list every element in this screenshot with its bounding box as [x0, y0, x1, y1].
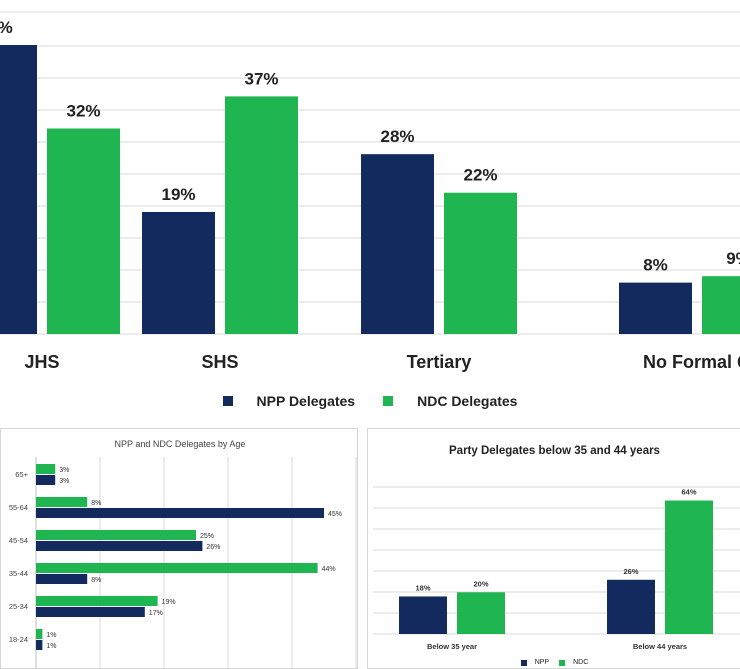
bar-ndc — [47, 128, 120, 334]
bar-npp — [36, 508, 324, 518]
legend-label-ndc: NDC Delegates — [417, 393, 518, 409]
bar-ndc — [36, 563, 318, 573]
youth-legend: NPP NDC — [368, 659, 740, 666]
category-label: SHS — [201, 352, 238, 372]
category-label: Below 44 years — [633, 642, 687, 651]
age-chart-panel: NPP and NDC Delegates by Age 65+ 3% 3% 55-6… — [0, 428, 358, 669]
category-label: No Formal Q — [643, 352, 740, 372]
category-label: 18-24 — [9, 635, 28, 644]
data-label: 9% — [726, 249, 740, 268]
bar-npp — [619, 282, 692, 334]
data-label: 1% — [46, 632, 56, 639]
data-label: 3% — [59, 478, 69, 485]
data-label: 37% — [244, 69, 278, 88]
data-label: 44% — [322, 566, 336, 573]
category-label: 45-54 — [9, 536, 28, 545]
age-chart-svg: 65+ 3% 3% 55-64 8% 45% 45-54 25% 26% 35-44 44% 8% 25… — [9, 457, 357, 668]
bar-npp — [36, 640, 43, 650]
bar-npp — [36, 541, 203, 551]
data-label: 8% — [643, 256, 668, 275]
data-label: 45% — [328, 511, 342, 518]
bar-npp — [36, 574, 88, 584]
legend-swatch-ndc — [559, 659, 566, 666]
legend-label-npp: NPP Delegates — [256, 393, 356, 409]
data-label: 8% — [91, 577, 101, 584]
legend-swatch-npp — [222, 396, 233, 406]
data-label: 28% — [380, 127, 414, 146]
bar-npp — [36, 475, 56, 485]
youth-chart-svg: 18% 20% Below 35 year 26% 64% Below 44 years — [373, 486, 740, 651]
legend-swatch-npp — [520, 659, 527, 666]
data-label: 8% — [91, 500, 101, 507]
data-label: 19% — [162, 599, 176, 606]
bar-ndc — [457, 592, 505, 634]
bar-npp — [361, 154, 434, 334]
data-label: 26% — [206, 544, 220, 551]
bar-npp — [0, 45, 37, 334]
data-label: 32% — [66, 101, 100, 120]
data-label: 18% — [415, 583, 430, 592]
bar-ndc — [36, 629, 43, 639]
legend-swatch-ndc — [383, 396, 394, 406]
youth-chart-panel: Party Delegates below 35 and 44 years 18… — [367, 428, 740, 669]
education-chart-svg: 5% 32% JHS 19% 37% SHS 28% 22% Tertiary 8% 9% No Fo… — [0, 11, 740, 372]
data-label: 20% — [473, 579, 488, 588]
bar-ndc — [225, 96, 298, 334]
category-label: JHS — [24, 352, 59, 372]
data-label: 22% — [463, 166, 497, 185]
legend-label-npp: NPP — [534, 659, 550, 666]
bar-ndc — [36, 596, 158, 606]
data-label: 25% — [200, 533, 214, 540]
age-chart-title: NPP and NDC Delegates by Age — [114, 439, 246, 449]
bar-npp — [36, 607, 145, 617]
category-label: 55-64 — [9, 503, 28, 512]
data-label: 1% — [46, 643, 56, 650]
youth-chart-title: Party Delegates below 35 and 44 years — [449, 445, 660, 457]
data-label: 5% — [0, 18, 13, 37]
category-label: 25-34 — [9, 602, 28, 611]
category-label: Tertiary — [407, 352, 472, 372]
bar-npp — [607, 579, 655, 634]
education-chart-panel: 5% 32% JHS 19% 37% SHS 28% 22% Tertiary 8% 9% No Fo… — [0, 11, 740, 409]
data-label: 26% — [623, 567, 638, 576]
bar-ndc — [444, 192, 517, 334]
category-label: 65+ — [15, 470, 28, 479]
bar-ndc — [36, 530, 196, 540]
data-label: 19% — [161, 185, 195, 204]
bar-ndc — [665, 500, 713, 634]
education-legend: NPP Delegates NDC Delegates — [0, 393, 740, 409]
bar-ndc — [702, 276, 740, 334]
bar-ndc — [36, 464, 56, 474]
category-label: 35-44 — [9, 569, 28, 578]
data-label: 64% — [681, 488, 696, 497]
category-label: Below 35 year — [427, 642, 477, 651]
legend-label-ndc: NDC — [573, 659, 589, 666]
data-label: 17% — [149, 610, 163, 617]
bar-npp — [142, 211, 215, 334]
data-label: 3% — [59, 467, 69, 474]
bar-npp — [399, 596, 447, 634]
bar-ndc — [36, 497, 88, 507]
